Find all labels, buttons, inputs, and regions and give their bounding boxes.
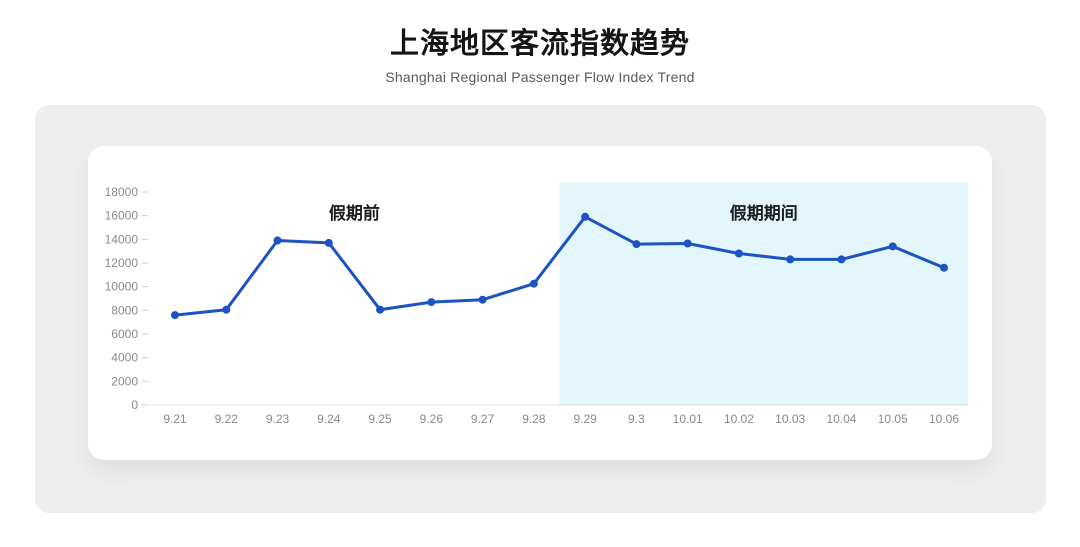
data-point-9.27[interactable] <box>478 295 487 304</box>
data-point-10.04[interactable] <box>837 255 846 264</box>
chart-title: 上海地区客流指数趋势 <box>389 28 690 60</box>
x-tick-label-9.26: 9.26 <box>420 412 444 426</box>
x-tick-label-9.28: 9.28 <box>522 412 546 426</box>
data-point-10.03[interactable] <box>786 255 795 264</box>
y-tick-label: 6000 <box>111 327 138 341</box>
x-tick-label-10.06: 10.06 <box>929 412 959 426</box>
data-point-9.23[interactable] <box>273 236 282 245</box>
y-tick-label: 4000 <box>111 351 138 365</box>
x-tick-label-9.24: 9.24 <box>317 412 341 426</box>
data-point-9.25[interactable] <box>376 305 385 314</box>
data-point-9.26[interactable] <box>427 298 436 307</box>
data-point-10.02[interactable] <box>734 249 743 258</box>
data-point-10.06[interactable] <box>940 263 948 272</box>
x-tick-label-9.3: 9.3 <box>628 412 645 426</box>
x-tick-label-10.05: 10.05 <box>878 412 908 426</box>
y-tick-label: 14000 <box>105 232 139 246</box>
x-tick-label-9.22: 9.22 <box>215 412 239 426</box>
x-tick-label-10.03: 10.03 <box>775 412 805 426</box>
y-tick-label: 12000 <box>105 256 139 270</box>
y-tick-label: 0 <box>131 398 138 412</box>
x-tick-label-9.29: 9.29 <box>573 412 597 426</box>
x-tick-label-10.04: 10.04 <box>826 412 856 426</box>
data-point-9.28[interactable] <box>529 279 538 288</box>
data-point-9.21[interactable] <box>171 311 179 320</box>
data-point-9.24[interactable] <box>324 238 333 247</box>
data-point-10.05[interactable] <box>888 242 897 251</box>
x-tick-label-9.27: 9.27 <box>471 412 495 426</box>
data-point-9.22[interactable] <box>222 305 231 314</box>
chart-card: 假期前 假期期间 0 2000 4000 6000 8000 10000 12000 14000 1… <box>88 146 992 460</box>
y-tick-label: 16000 <box>105 209 139 223</box>
y-tick-label: 10000 <box>105 280 139 294</box>
x-tick-label-10.01: 10.01 <box>673 412 703 426</box>
y-tick-label: 2000 <box>111 374 138 388</box>
passenger-flow-line-chart: 假期前 假期期间 0 2000 4000 6000 8000 10000 12000 14000 1… <box>105 182 968 426</box>
data-point-10.01[interactable] <box>683 239 692 248</box>
holiday-region-label: 假期期间 <box>730 203 798 223</box>
x-tick-label-9.23: 9.23 <box>266 412 290 426</box>
chart-subtitle: Shanghai Regional Passenger Flow Index T… <box>385 69 695 85</box>
holiday-highlight-region <box>559 182 968 405</box>
data-point-9.3[interactable] <box>632 240 641 249</box>
page-header: 上海地区客流指数趋势 Shanghai Regional Passenger F… <box>0 0 1080 85</box>
chart-panel: 假期前 假期期间 0 2000 4000 6000 8000 10000 12000 14000 1… <box>35 105 1046 513</box>
x-tick-label-9.25: 9.25 <box>368 412 392 426</box>
y-tick-label: 8000 <box>111 303 138 317</box>
x-tick-label-9.21: 9.21 <box>163 412 187 426</box>
data-point-9.29[interactable] <box>581 212 590 221</box>
pre-holiday-region-label: 假期前 <box>329 203 380 223</box>
y-tick-label: 18000 <box>105 185 139 199</box>
passenger-flow-series-line <box>173 215 946 317</box>
x-tick-label-10.02: 10.02 <box>724 412 754 426</box>
